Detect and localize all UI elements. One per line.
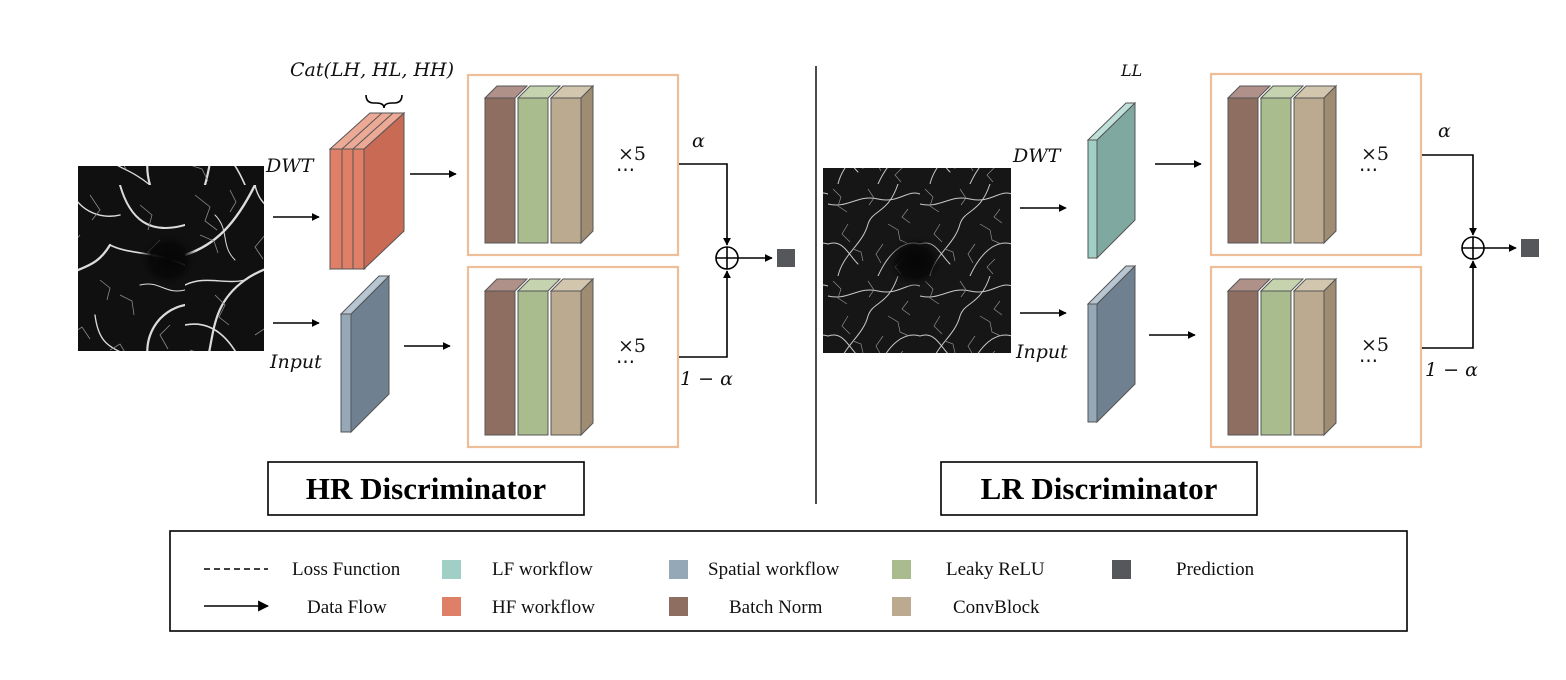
hr-spatial-slab [339, 274, 391, 434]
lr-one-minus-alpha-arrow [1422, 260, 1477, 349]
lr-sum-operator [1461, 236, 1485, 260]
hr-prediction [777, 249, 795, 267]
lr-top-leaky-relu [1259, 85, 1305, 244]
hr-top-conv-block: ×5 ⋯ [466, 73, 680, 257]
legend-hf-workflow: HF workflow [492, 597, 595, 618]
lr-top-repeat: ×5 [1361, 143, 1389, 165]
legend-spatial-workflow: Spatial workflow [708, 559, 840, 580]
lr-prediction [1521, 239, 1539, 257]
legend-batch-norm-swatch [669, 597, 688, 616]
lr-title-box [940, 461, 1258, 516]
legend-prediction-swatch [1112, 560, 1131, 579]
hr-top-leaky-relu [516, 85, 562, 244]
lr-discriminator: DWT Input LL [823, 61, 1539, 516]
lr-one-minus-alpha-label: 1 − α [1425, 359, 1478, 381]
lr-spatial-slab [1086, 264, 1137, 424]
hr-bottom-repeat: ×5 [618, 335, 646, 357]
lr-title: LR Discriminator [981, 471, 1218, 506]
legend-loss-function: Loss Function [292, 559, 401, 580]
legend-lf-workflow: LF workflow [492, 559, 593, 580]
hr-dwt-label: DWT [265, 155, 315, 177]
hr-one-minus-alpha-label: 1 − α [680, 368, 733, 390]
hr-top-conv-block-slab [549, 84, 595, 245]
hr-alpha-label: α [692, 130, 705, 152]
lr-bottom-dots: ⋯ [1359, 350, 1378, 372]
hr-bottom-batch-norm [483, 278, 529, 436]
lr-top-conv-block: ×5 ⋯ [1209, 72, 1423, 257]
lr-alpha-arrow [1422, 154, 1477, 236]
hr-cat-brace [365, 94, 403, 109]
legend-batch-norm: Batch Norm [729, 597, 823, 618]
lr-alpha-label: α [1438, 120, 1451, 142]
lr-bottom-leaky-relu [1259, 278, 1305, 436]
lr-bottom-batch-norm [1226, 278, 1272, 436]
lr-top-dots: ⋯ [1359, 159, 1378, 181]
hr-hf-feature-stack [328, 111, 406, 271]
hr-top-repeat: ×5 [618, 143, 646, 165]
hr-title-box [267, 461, 585, 516]
hr-top-batch-norm [483, 85, 529, 244]
hr-bottom-conv-block-slab [549, 277, 595, 437]
legend-prediction: Prediction [1176, 559, 1255, 580]
hr-title: HR Discriminator [306, 471, 546, 506]
hr-input-label: Input [269, 351, 322, 373]
hr-bottom-conv-block: ×5 ⋯ [466, 265, 680, 449]
lr-lf-slab [1086, 101, 1137, 260]
hr-alpha-arrow [679, 163, 731, 246]
hr-sum-operator [715, 246, 739, 270]
hr-top-dots: ⋯ [616, 159, 635, 181]
legend-leaky-relu-swatch [892, 560, 911, 579]
hr-hf-slabs [328, 111, 406, 271]
lr-bottom-conv-block: ×5 ⋯ [1209, 265, 1423, 449]
legend-spatial-swatch [669, 560, 688, 579]
hr-input-image [78, 166, 264, 351]
legend-lf-swatch [442, 560, 461, 579]
lr-top-batch-norm [1226, 85, 1272, 244]
lr-bottom-conv-block-slab [1292, 277, 1338, 437]
hr-discriminator: DWT Input Cat(LH, HL, HH) [78, 59, 795, 516]
lr-bottom-repeat: ×5 [1361, 334, 1389, 356]
hr-one-minus-alpha-arrow [679, 270, 731, 358]
lr-input-label: Input [1015, 341, 1068, 363]
legend: Loss Function Data Flow LF workflow HF w… [169, 530, 1408, 632]
legend-conv-block: ConvBlock [953, 597, 1040, 618]
legend-conv-block-swatch [892, 597, 911, 616]
legend-data-flow: Data Flow [307, 597, 387, 618]
legend-hf-swatch [442, 597, 461, 616]
hr-bottom-dots: ⋯ [616, 351, 635, 373]
legend-box [169, 530, 1408, 632]
lr-ll-label: LL [1120, 61, 1142, 80]
legend-leaky-relu: Leaky ReLU [946, 559, 1045, 580]
lr-input-image [823, 168, 1011, 353]
hr-bottom-leaky-relu [516, 278, 562, 436]
lr-top-conv-block-slab [1292, 84, 1338, 245]
hr-cat-label: Cat(LH, HL, HH) [290, 59, 454, 81]
lr-dwt-label: DWT [1012, 145, 1062, 167]
